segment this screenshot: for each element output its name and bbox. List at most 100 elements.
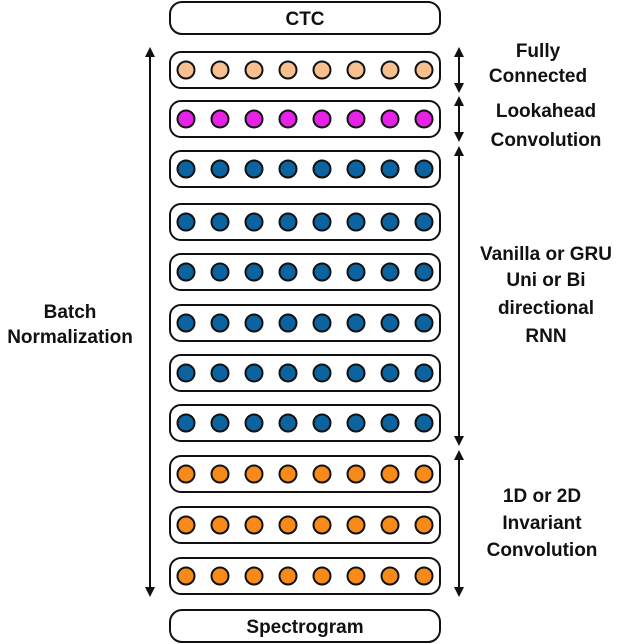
layer-row-frame [169,404,441,442]
neuron-unit [312,566,332,586]
neuron-unit [312,464,332,484]
neuron-unit [346,212,366,232]
neuron-unit [380,313,400,333]
neuron-unit [278,464,298,484]
layer-row-frame [169,506,441,544]
neuron-unit [414,413,434,433]
neuron-unit [244,212,264,232]
neuron-unit [312,413,332,433]
neuron-unit [278,313,298,333]
neuron-unit [176,212,196,232]
neuron-unit [176,159,196,179]
neuron-unit [312,262,332,282]
rnn-layer-row [169,354,441,392]
neuron-unit [244,413,264,433]
fully-connected-layer-row [169,51,441,89]
lookahead-layer-row [169,100,441,138]
neuron-unit [278,212,298,232]
layer-row-frame [169,304,441,342]
neuron-unit [380,566,400,586]
lookahead-label-line-2: Convolution [491,130,602,151]
conv-label-line-2: Invariant [502,513,582,534]
neuron-unit [380,515,400,535]
neuron-unit [414,464,434,484]
neuron-unit [176,464,196,484]
ctc-box: CTC [169,1,441,35]
neuron-unit [176,109,196,129]
neuron-unit [278,159,298,179]
neuron-unit [312,109,332,129]
neuron-unit [176,515,196,535]
layer-row-frame [169,100,441,138]
neuron-unit [312,515,332,535]
spectrogram-label: Spectrogram [246,617,363,638]
neuron-unit [176,413,196,433]
rnn-layer-row [169,253,441,291]
neuron-unit [278,413,298,433]
conv-label-line-1: 1D or 2D [503,486,581,507]
lookahead-label-line-1: Lookahead [496,101,596,122]
neuron-unit [346,262,366,282]
neuron-unit [414,566,434,586]
neuron-unit [346,363,366,383]
neuron-unit [210,212,230,232]
neuron-unit [244,363,264,383]
neuron-unit [244,313,264,333]
conv-bracket: 1D or 2D Invariant Convolution [454,450,598,597]
neuron-unit [414,313,434,333]
neuron-unit [278,363,298,383]
neuron-unit [414,515,434,535]
neuron-unit [244,262,264,282]
fully-connected-label-line-1: Fully [516,41,561,62]
neuron-unit [278,566,298,586]
neuron-unit [380,212,400,232]
neuron-unit [244,566,264,586]
neuron-unit [312,159,332,179]
rnn-layer-row [169,404,441,442]
neuron-unit [210,363,230,383]
batch-normalization-label-line-2: Normalization [7,327,133,348]
rnn-bracket: Vanilla or GRU Uni or Bi directional RNN [454,146,612,446]
layer-row-frame [169,253,441,291]
layer-row-frame [169,455,441,493]
layer-row-frame [169,203,441,241]
neuron-unit [346,464,366,484]
neuron-unit [380,413,400,433]
neuron-unit [244,464,264,484]
neuron-unit [210,313,230,333]
neuron-unit [278,262,298,282]
ctc-label: CTC [285,9,324,30]
layer-row-frame [169,557,441,595]
conv-layer-row [169,455,441,493]
batch-normalization-bracket: Batch Normalization [7,47,155,597]
conv-label-line-3: Convolution [487,540,598,561]
neuron-unit [414,212,434,232]
neuron-unit [176,60,196,80]
neuron-unit [312,313,332,333]
neuron-unit [380,109,400,129]
neuron-unit [210,413,230,433]
neuron-unit [346,60,366,80]
neuron-unit [278,109,298,129]
neuron-unit [414,109,434,129]
neuron-unit [414,363,434,383]
neuron-unit [210,109,230,129]
neuron-unit [210,464,230,484]
conv-layer-row [169,506,441,544]
rnn-layer-row [169,203,441,241]
fully-connected-label-line-2: Connected [489,66,587,87]
neuron-unit [176,313,196,333]
rnn-layer-row [169,150,441,188]
neuron-unit [244,60,264,80]
rnn-layer-row [169,304,441,342]
neuron-unit [346,413,366,433]
rnn-label-line-2: Uni or Bi [506,270,585,291]
spectrogram-box: Spectrogram [169,609,441,643]
neuron-unit [346,313,366,333]
rnn-label-line-1: Vanilla or GRU [480,244,612,265]
neuron-unit [176,262,196,282]
rnn-label-line-4: RNN [525,326,566,347]
neuron-unit [380,464,400,484]
layer-row-frame [169,150,441,188]
neuron-unit [210,566,230,586]
